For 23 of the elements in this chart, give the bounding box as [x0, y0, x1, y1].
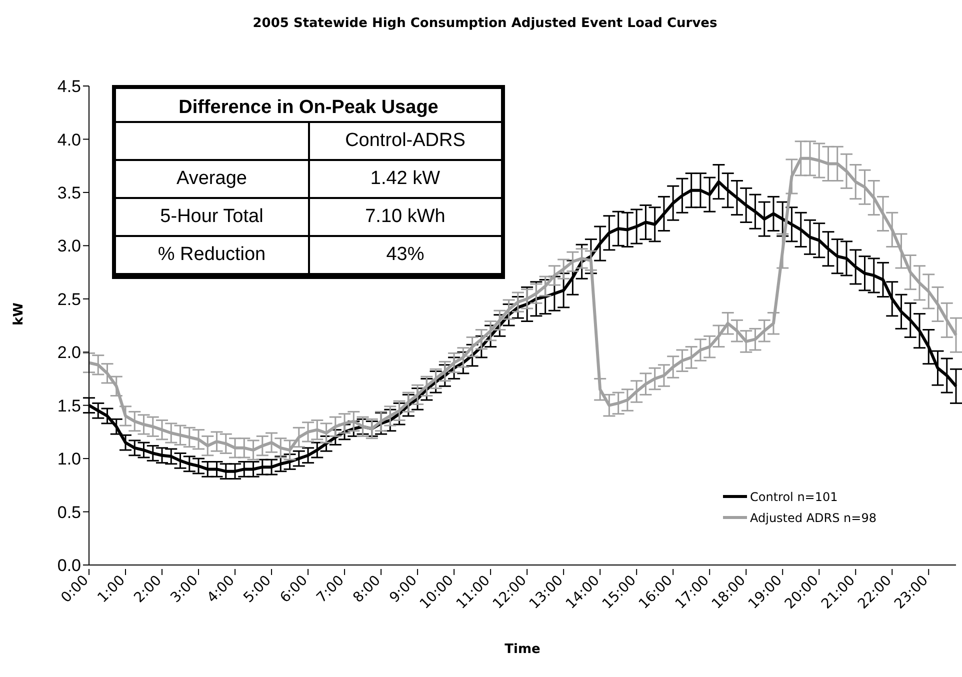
annotation: Average: [116, 160, 308, 198]
y-tick-label: 4.5: [57, 77, 81, 96]
annotation: 1.42 kW: [308, 160, 501, 198]
y-tick-label: 2.5: [57, 290, 81, 309]
y-tick-label: 4.0: [57, 130, 81, 150]
annotation: 5-Hour Total: [116, 198, 308, 236]
y-tick-label: 3.5: [57, 183, 81, 202]
legend-label: Adjusted ADRS n=98: [750, 510, 876, 524]
x-axis-title: Time: [504, 642, 541, 657]
y-tick-label: 1.5: [57, 396, 81, 416]
y-tick-label: 1.0: [57, 450, 81, 469]
annotation: 7.10 kWh: [308, 198, 501, 236]
chart-title: 2005 Statewide High Consumption Adjusted Event Load Curves: [252, 16, 718, 31]
annotation: Control-ADRS: [308, 122, 501, 160]
legend-label: Control n=101: [750, 490, 838, 504]
y-tick-label: 0.0: [57, 556, 81, 576]
y-tick-label: 3.0: [57, 236, 81, 256]
annotation: 43%: [308, 236, 501, 274]
y-axis-title: kW: [12, 302, 27, 326]
y-tick-label: 0.5: [57, 502, 81, 522]
y-tick-label: 2.0: [57, 343, 81, 362]
annotation: % Reduction: [116, 236, 308, 274]
annotation: Difference in On-Peak Usage: [178, 96, 440, 120]
